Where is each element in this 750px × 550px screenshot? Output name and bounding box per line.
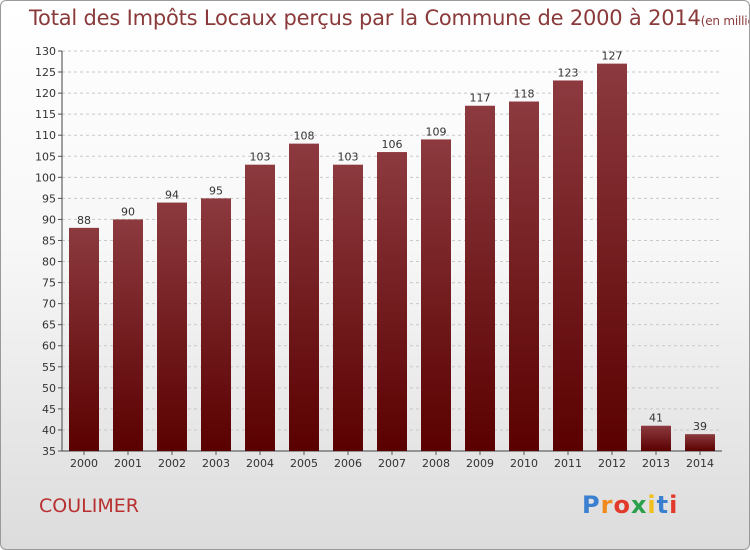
bar — [553, 80, 583, 451]
x-tick-label: 2000 — [70, 457, 98, 470]
y-tick-label: 105 — [35, 150, 56, 163]
x-tick-label: 2002 — [158, 457, 186, 470]
bar — [333, 164, 363, 451]
bar-value-label: 117 — [470, 92, 491, 105]
bar-value-label: 123 — [558, 66, 579, 79]
y-tick-label: 80 — [42, 256, 56, 269]
x-tick-label: 2010 — [510, 457, 538, 470]
bar — [685, 434, 715, 451]
logo-letter: r — [600, 491, 614, 519]
bar-value-label: 39 — [693, 420, 707, 433]
bar — [377, 152, 407, 452]
proxiti-logo: Proxiti — [582, 491, 678, 519]
bar-value-label: 103 — [338, 151, 359, 164]
bar — [157, 202, 187, 451]
y-tick-label: 110 — [35, 129, 56, 142]
y-tick-label: 60 — [42, 340, 56, 353]
bar-value-label: 41 — [649, 412, 663, 425]
x-tick-label: 2003 — [202, 457, 230, 470]
x-tick-label: 2009 — [466, 457, 494, 470]
y-tick-label: 115 — [35, 108, 56, 121]
bar-value-label: 90 — [121, 205, 135, 218]
x-tick-label: 2005 — [290, 457, 318, 470]
y-tick-label: 70 — [42, 298, 56, 311]
logo-letter: t — [656, 491, 670, 519]
y-tick-label: 130 — [35, 45, 56, 58]
bar — [113, 219, 143, 451]
bar-value-label: 106 — [382, 138, 403, 151]
y-tick-label: 45 — [42, 403, 56, 416]
bar — [421, 139, 451, 451]
x-tick-label: 2006 — [334, 457, 362, 470]
x-tick-label: 2012 — [598, 457, 626, 470]
bar — [465, 105, 495, 451]
x-tick-label: 2013 — [642, 457, 670, 470]
commune-name: COULIMER — [39, 495, 139, 517]
bar-value-label: 118 — [514, 88, 535, 101]
logo-letter: i — [647, 491, 657, 519]
y-tick-label: 35 — [42, 445, 56, 458]
y-tick-label: 120 — [35, 87, 56, 100]
y-tick-label: 55 — [42, 361, 56, 374]
y-tick-label: 90 — [42, 213, 56, 226]
logo-letter: o — [613, 491, 631, 519]
bar-value-label: 94 — [165, 189, 179, 202]
y-tick-label: 85 — [42, 234, 56, 247]
bar — [641, 425, 671, 451]
chart-title-text: Total des Impôts Locaux perçus par la Co… — [29, 6, 701, 30]
bar-value-label: 127 — [602, 50, 623, 63]
logo-letter: x — [630, 491, 648, 519]
x-tick-label: 2011 — [554, 457, 582, 470]
bar — [69, 227, 99, 451]
logo-letter: i — [669, 491, 679, 519]
bar-value-label: 109 — [426, 125, 447, 138]
x-tick-label: 2014 — [686, 457, 714, 470]
bar — [509, 101, 539, 452]
bar — [201, 198, 231, 451]
bar-value-label: 88 — [77, 214, 91, 227]
bar — [245, 164, 275, 451]
y-tick-label: 125 — [35, 66, 56, 79]
x-tick-label: 2008 — [422, 457, 450, 470]
chart-title: Total des Impôts Locaux perçus par la Co… — [29, 6, 749, 30]
bar — [289, 143, 319, 451]
bar — [597, 63, 627, 451]
y-tick-label: 65 — [42, 319, 56, 332]
x-tick-label: 2004 — [246, 457, 274, 470]
x-tick-label: 2001 — [114, 457, 142, 470]
logo-letter: P — [582, 491, 601, 519]
bar-value-label: 103 — [250, 151, 271, 164]
y-tick-label: 50 — [42, 382, 56, 395]
x-tick-label: 2007 — [378, 457, 406, 470]
bar-value-label: 95 — [209, 184, 223, 197]
y-tick-label: 100 — [35, 171, 56, 184]
y-tick-label: 40 — [42, 424, 56, 437]
y-tick-label: 95 — [42, 192, 56, 205]
y-tick-label: 75 — [42, 277, 56, 290]
bar-value-label: 108 — [294, 130, 315, 143]
chart-title-unit: (en milliers d'€) — [700, 14, 749, 28]
